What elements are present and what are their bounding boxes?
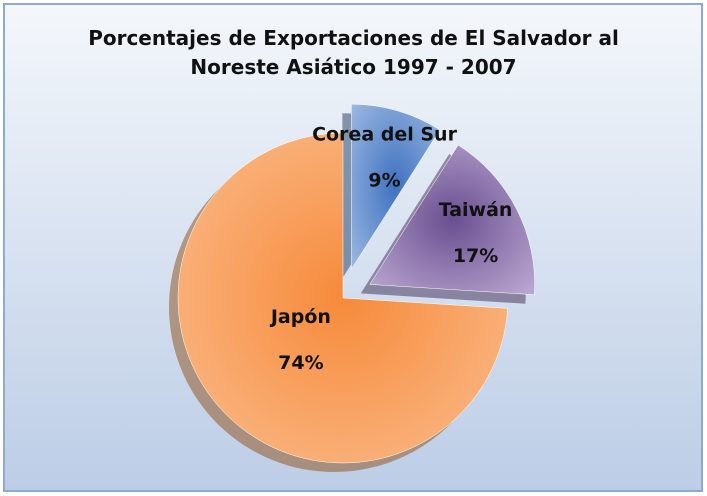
slice-label: Taiwán	[439, 199, 513, 221]
slice	[177, 132, 508, 464]
slice	[369, 144, 535, 296]
slice-label: Japón	[269, 306, 331, 328]
value-label: 17%	[453, 245, 498, 267]
value-label: 9%	[368, 170, 400, 192]
chart-title: Porcentajes de Exportaciones de El Salva…	[88, 26, 619, 79]
slice	[351, 103, 441, 271]
value-label: 74%	[278, 352, 323, 374]
slice-label: Corea del Sur	[312, 124, 458, 146]
